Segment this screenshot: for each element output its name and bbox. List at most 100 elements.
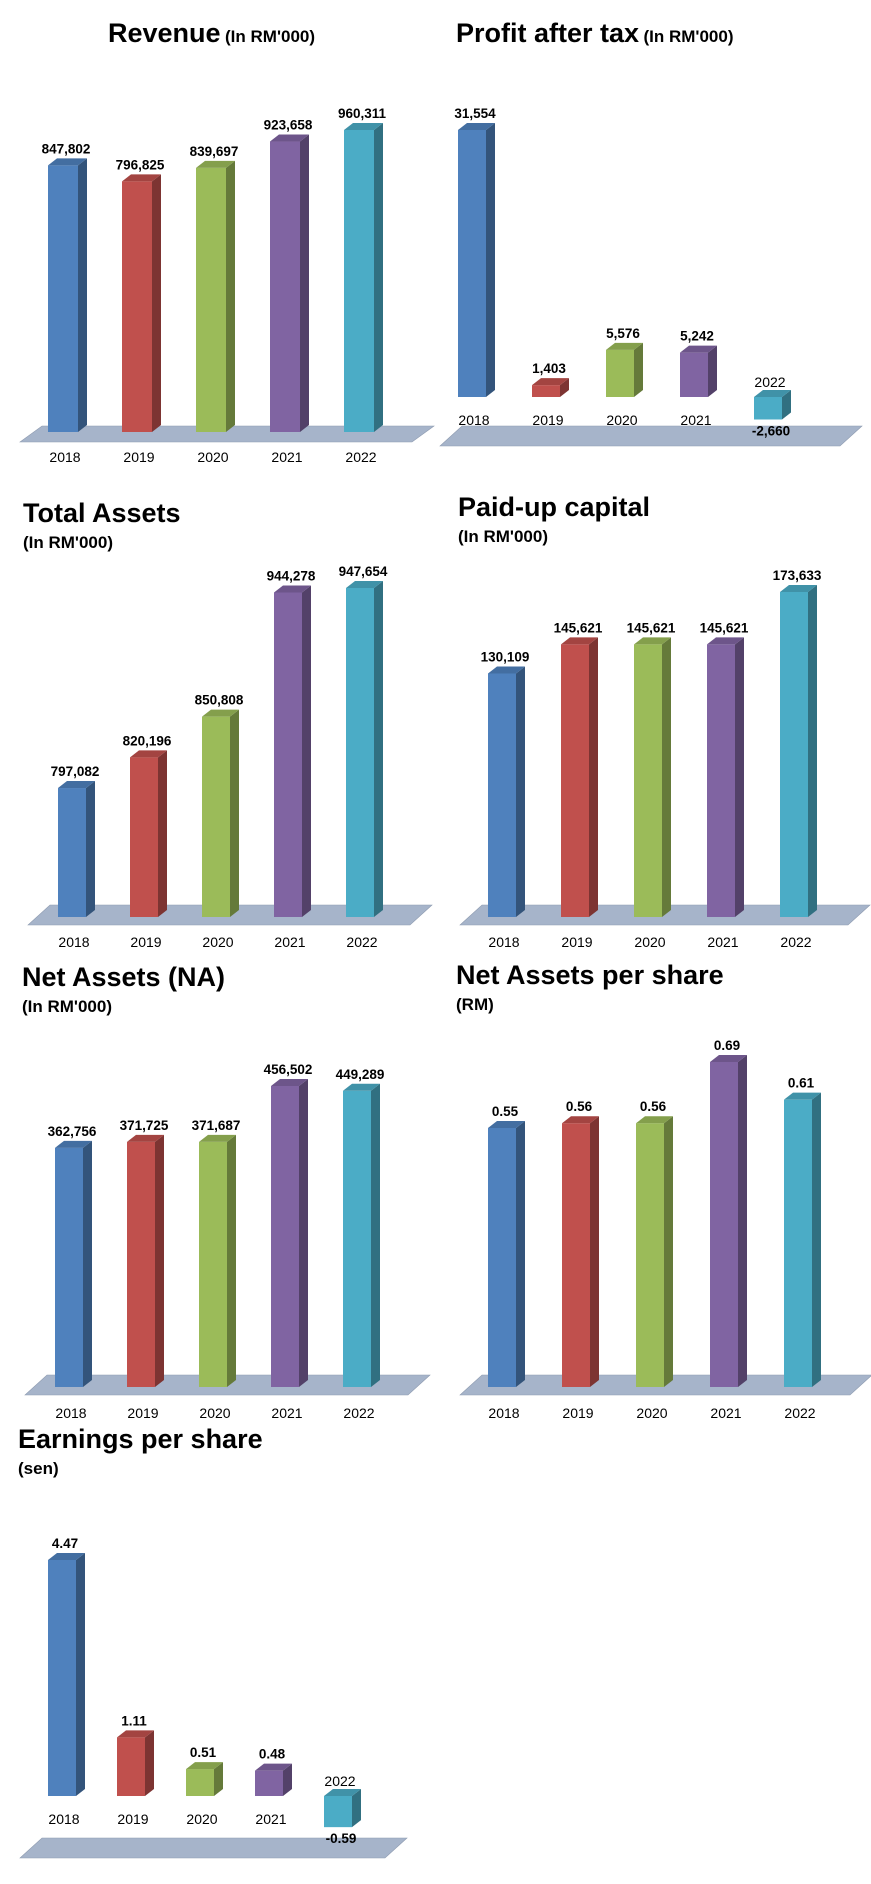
bar-2020 — [196, 160, 235, 433]
value-label: 0.55 — [492, 1104, 519, 1119]
category-label: 2021 — [710, 1405, 741, 1421]
chart-title-text: Net Assets per share — [456, 960, 724, 990]
net-assets-chart: Net Assets (NA) (In RM'000) 362,756 2018 3… — [0, 950, 431, 1421]
chart-floor — [439, 425, 863, 447]
bar-2018 — [488, 1120, 525, 1387]
total-assets-plot: 797,082 2018 820,196 2019 850,808 2020 944,278… — [27, 564, 433, 950]
value-label: 847,802 — [42, 141, 91, 156]
category-label: 2019 — [117, 1811, 148, 1827]
bar-2019 — [532, 378, 569, 397]
chart-title: Revenue (In RM'000) — [108, 20, 315, 47]
category-label: 2018 — [48, 1811, 79, 1827]
value-label: 5,576 — [606, 326, 640, 341]
bar-2022 — [784, 1092, 821, 1387]
value-label: 839,697 — [190, 144, 239, 159]
chart-subtitle: (RM) — [456, 995, 494, 1014]
category-label: 2021 — [255, 1811, 286, 1827]
chart-subtitle: (In RM'000) — [22, 997, 112, 1016]
paid-up-capital-plot: 130,109 2018 145,621 2019 145,621 2020 145,621… — [459, 568, 871, 950]
category-label: 2022 — [346, 934, 377, 950]
category-label: 2019 — [561, 934, 592, 950]
chart-title-text: Total Assets — [23, 498, 181, 528]
chart-title-unit: (In RM'000) — [225, 27, 316, 46]
chart-subtitle: (In RM'000) — [23, 533, 113, 552]
bar-2019 — [130, 750, 167, 917]
value-label: 145,621 — [700, 620, 749, 635]
category-label: 2018 — [488, 934, 519, 950]
bar-2018 — [458, 123, 495, 397]
value-label: 820,196 — [123, 733, 172, 748]
value-label: -0.59 — [326, 1831, 357, 1846]
chart-title-unit: (In RM'000) — [643, 27, 734, 46]
bar-2022 — [343, 1083, 380, 1387]
net-assets-plot: 362,756 2018 371,725 2019 371,687 2020 456,502… — [24, 1062, 431, 1421]
chart-title: Earnings per share — [18, 1426, 263, 1453]
category-label: 2019 — [562, 1405, 593, 1421]
category-label: 2018 — [488, 1405, 519, 1421]
value-label: 173,633 — [773, 568, 822, 583]
category-label: 2019 — [532, 412, 563, 428]
value-label: 449,289 — [336, 1067, 385, 1082]
profit-after-tax-plot: 31,554 2018 1,403 2019 5,576 2020 5,242 2021 -2,… — [439, 106, 863, 447]
value-label: 0.48 — [259, 1747, 286, 1762]
bar-2020 — [634, 637, 671, 917]
bar-2022 — [324, 1789, 361, 1828]
bar-2022 — [346, 581, 383, 917]
profit-after-tax-chart: Profit after tax (In RM'000) 31,554 2018 1… — [439, 0, 871, 470]
net-assets-per-share-plot: 0.55 2018 0.56 2019 0.56 2020 0.69 2021 0.61 2022 — [459, 1038, 871, 1421]
value-label: 31,554 — [454, 106, 496, 121]
bar-2018 — [488, 666, 525, 917]
value-label: 0.51 — [190, 1745, 217, 1760]
chart-floor — [19, 1837, 408, 1859]
chart-subtitle: (In RM'000) — [458, 527, 548, 546]
total-assets-chart: Total Assets (In RM'000) 797,082 2018 820,… — [0, 480, 433, 950]
bar-2019 — [117, 1730, 154, 1796]
category-label: 2019 — [127, 1405, 158, 1421]
net-assets-per-share-chart: Net Assets per share (RM) 0.55 2018 0.56 20… — [440, 950, 871, 1421]
value-label: 371,725 — [120, 1118, 169, 1133]
category-label: 2020 — [197, 449, 228, 465]
value-label: 362,756 — [48, 1124, 97, 1139]
bar-2020 — [199, 1134, 236, 1387]
category-label: 2020 — [186, 1811, 217, 1827]
chart-title-text: Profit after tax — [456, 18, 640, 48]
category-label: 2022 — [345, 449, 376, 465]
value-label: 960,311 — [338, 106, 387, 121]
value-label: 797,082 — [51, 764, 100, 779]
earnings-per-share-chart: Earnings per share (sen) 4.47 2018 1.11 201… — [0, 1410, 430, 1884]
bar-2018 — [48, 1553, 85, 1796]
chart-title-text: Net Assets (NA) — [22, 962, 226, 992]
value-label: 0.69 — [714, 1038, 740, 1053]
bar-2019 — [127, 1134, 164, 1387]
chart-title: Paid-up capital — [458, 494, 650, 521]
value-label: 850,808 — [195, 693, 244, 708]
value-label: 944,278 — [267, 568, 316, 583]
category-label: 2020 — [202, 934, 233, 950]
value-label: -2,660 — [752, 424, 790, 439]
value-label: 145,621 — [554, 620, 603, 635]
bar-2021 — [271, 1079, 308, 1387]
category-label: 2019 — [130, 934, 161, 950]
value-label: 5,242 — [680, 329, 714, 344]
value-label: 947,654 — [339, 564, 388, 579]
value-label: 130,109 — [481, 649, 530, 664]
value-label: 456,502 — [264, 1062, 313, 1077]
chart-title-text: Revenue — [108, 18, 221, 48]
value-label: 923,658 — [264, 118, 313, 133]
value-label: 0.61 — [788, 1076, 815, 1091]
bar-2019 — [561, 637, 598, 917]
bar-2019 — [562, 1116, 599, 1387]
bar-2020 — [636, 1116, 673, 1387]
bar-2021 — [710, 1055, 747, 1387]
bar-2021 — [707, 637, 744, 917]
category-label: 2022 — [780, 934, 811, 950]
category-label: 2022 — [754, 374, 785, 390]
category-label: 2021 — [271, 1405, 302, 1421]
category-label: 2021 — [707, 934, 738, 950]
chart-title: Net Assets (NA) — [22, 964, 225, 991]
bar-2022 — [754, 390, 791, 420]
category-label: 2020 — [606, 412, 637, 428]
bar-2020 — [202, 709, 239, 917]
earnings-per-share-plot: 4.47 2018 1.11 2019 0.51 2020 0.48 2021 -0.59 202… — [19, 1536, 408, 1859]
category-label: 2019 — [123, 449, 154, 465]
